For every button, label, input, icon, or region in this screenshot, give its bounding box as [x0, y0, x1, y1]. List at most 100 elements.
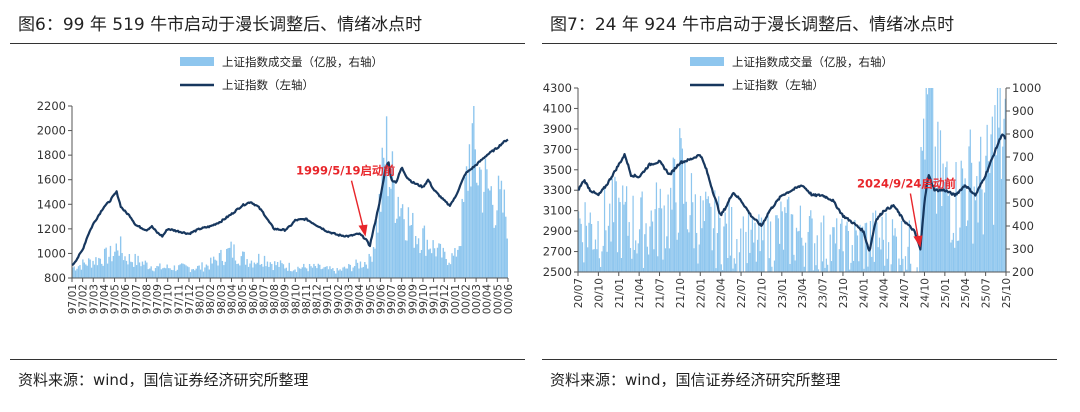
volume-bar	[790, 214, 792, 272]
x-tick-label: 00/06	[503, 284, 515, 315]
volume-bar	[292, 270, 295, 278]
top-divider	[542, 43, 1057, 44]
volume-bar	[935, 213, 938, 272]
volume-bar	[448, 262, 450, 278]
volume-bar	[922, 118, 925, 273]
volume-bar	[271, 263, 273, 278]
volume-bar	[842, 251, 844, 272]
volume-bar	[290, 271, 292, 278]
volume-bar	[827, 264, 829, 272]
volume-bar	[1002, 146, 1004, 272]
volume-bar	[864, 223, 866, 272]
legend-volume-label: 上证指数成交量（亿股，右轴）	[222, 55, 383, 69]
volume-bar	[298, 268, 301, 278]
volume-bar	[304, 267, 306, 278]
volume-bar	[740, 228, 742, 272]
volume-bar	[214, 259, 216, 278]
volume-bar	[144, 260, 147, 278]
volume-bar	[804, 242, 807, 272]
volume-bar	[323, 267, 325, 278]
y-right-tick-label: 1000	[1012, 81, 1041, 95]
volume-bar	[217, 265, 219, 278]
volume-bar	[503, 189, 506, 278]
volume-bar	[703, 221, 706, 272]
volume-bar	[906, 269, 908, 272]
volume-bar	[788, 196, 790, 272]
volume-bar	[224, 261, 226, 278]
figure-6-chart: 上证指数成交量（亿股，右轴） 上证指数（左轴） 800 1000 1200 1400 160…	[37, 55, 515, 315]
x-tick-label: 99/04	[354, 284, 366, 315]
volume-bar	[954, 247, 956, 272]
volume-bar	[327, 269, 330, 278]
volume-bar	[938, 186, 940, 272]
volume-bar	[998, 127, 1000, 272]
x-tick-label: 97/11	[173, 284, 185, 314]
volume-bar	[637, 243, 639, 272]
volume-bar	[461, 198, 463, 278]
volume-bar	[255, 264, 257, 278]
volume-bar	[143, 264, 145, 278]
volume-bar	[337, 270, 340, 278]
volume-bar	[731, 207, 733, 272]
volume-bar	[324, 266, 327, 278]
x-tick-label: 97/10	[163, 284, 175, 314]
volume-bar	[178, 265, 180, 278]
volume-bar	[165, 268, 167, 278]
y-left-tick-label: 3500	[543, 163, 572, 177]
volume-bar	[150, 266, 152, 278]
volume-bar	[675, 202, 677, 272]
y-left-tick-label: 2700	[543, 245, 572, 259]
x-tick-label: 97/02	[78, 284, 90, 314]
volume-series	[72, 106, 508, 278]
volume-bar	[684, 161, 686, 272]
volume-bar	[173, 265, 176, 278]
y-left-tick-label: 4300	[543, 81, 572, 95]
volume-bar	[724, 212, 726, 272]
volume-bar	[82, 259, 84, 278]
volume-bar	[645, 223, 647, 272]
volume-bar	[242, 251, 244, 278]
volume-bar	[205, 264, 208, 278]
volume-bar	[832, 227, 834, 272]
volume-bar	[166, 264, 168, 278]
volume-bar	[925, 88, 927, 272]
x-tick-label: 99/03	[343, 284, 355, 314]
volume-bar	[723, 226, 725, 272]
volume-bar	[985, 155, 987, 272]
volume-bar	[836, 218, 838, 272]
volume-bar	[708, 203, 711, 272]
volume-bar	[186, 266, 189, 278]
volume-bar	[701, 228, 703, 272]
volume-bar	[904, 256, 907, 272]
volume-bar	[210, 257, 212, 278]
volume-bar	[300, 268, 302, 278]
volume-bar	[598, 258, 600, 272]
volume-bar	[614, 176, 616, 272]
volume-bar	[473, 106, 475, 278]
index-series-line	[577, 133, 1007, 252]
volume-bar	[635, 240, 637, 272]
volume-bar	[1000, 178, 1003, 272]
volume-bar	[401, 204, 404, 278]
volume-bar	[383, 157, 385, 278]
volume-bar	[624, 201, 626, 272]
volume-bar	[666, 236, 668, 272]
x-tick-label: 00/05	[492, 284, 504, 314]
volume-bar	[85, 264, 87, 278]
volume-bar	[313, 263, 315, 278]
volume-bar	[980, 136, 982, 272]
volume-bar	[689, 215, 691, 272]
volume-bar	[159, 263, 161, 278]
volume-bar	[237, 263, 240, 278]
x-tick-label: 22/04	[716, 278, 728, 309]
volume-bar	[367, 268, 369, 278]
volume-bar	[397, 196, 399, 278]
volume-bar	[882, 239, 885, 272]
volume-bar	[880, 249, 882, 272]
volume-bar	[112, 256, 115, 278]
volume-bar	[872, 212, 874, 272]
x-tick-label: 99/11	[429, 284, 441, 314]
volume-bar	[133, 266, 135, 278]
volume-bar	[776, 215, 778, 272]
volume-bar	[965, 226, 968, 272]
